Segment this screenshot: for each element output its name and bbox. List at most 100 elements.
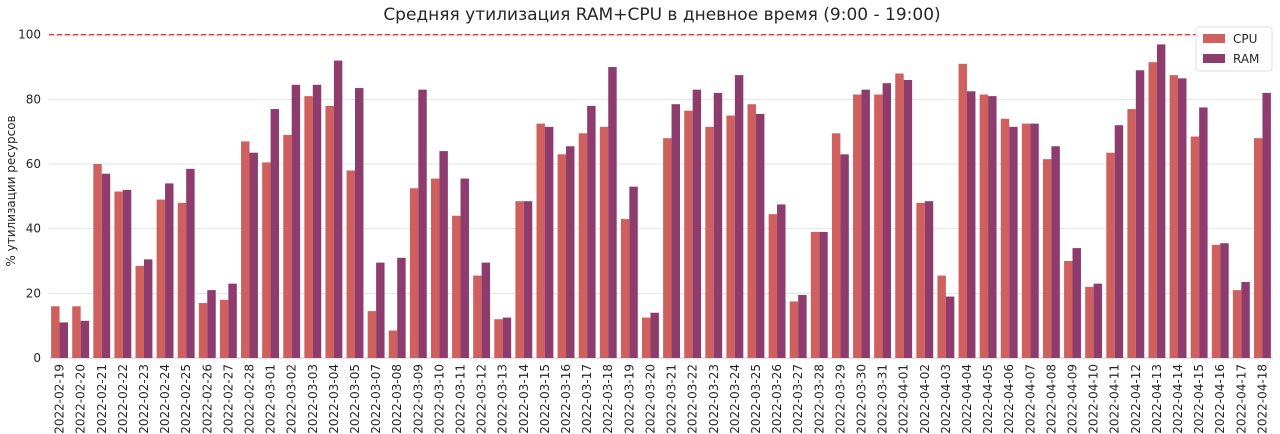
x-tick-label: 2022-02-19 [53, 364, 67, 434]
bar-ram [544, 126, 554, 358]
x-tick-label: 2022-03-30 [854, 364, 868, 434]
bar-ram [1178, 78, 1187, 358]
legend-label-cpu: CPU [1233, 32, 1257, 46]
bar-cpu [831, 133, 841, 358]
x-tick-label: 2022-03-14 [517, 364, 531, 434]
bar-cpu [346, 170, 355, 358]
bar-cpu [1021, 123, 1031, 358]
bar-ram [59, 322, 68, 358]
bar-ram [418, 89, 427, 359]
bar-cpu [1064, 261, 1073, 358]
bars [51, 44, 1271, 359]
bar-cpu [895, 73, 904, 358]
x-axis-ticks: 2022-02-19 2022-02-20 2022-02-21 2022-02-22… [53, 364, 1270, 434]
bar-cpu [853, 94, 862, 359]
bar-ram [819, 231, 828, 358]
legend: CPU RAM [1195, 26, 1273, 72]
bar-cpu [515, 201, 524, 358]
bar-cpu [768, 214, 778, 358]
bar-ram [924, 201, 934, 358]
x-tick-label: 2022-03-10 [432, 364, 446, 434]
bar-cpu [93, 164, 102, 358]
x-tick-label: 2022-03-03 [306, 364, 320, 434]
bar-cpu [578, 133, 588, 358]
x-tick-label: 2022-03-13 [496, 364, 510, 434]
bar-ram [1051, 146, 1060, 358]
bar-ram [481, 262, 491, 358]
x-tick-label: 2022-03-05 [348, 364, 362, 434]
bar-ram [692, 89, 702, 359]
bar-ram [80, 320, 90, 358]
bar-cpu [452, 215, 461, 358]
x-tick-label: 2022-03-07 [369, 364, 383, 434]
bar-ram [650, 312, 659, 358]
bar-cpu [705, 126, 714, 358]
bar-cpu [1000, 118, 1010, 358]
x-tick-label: 2022-03-25 [749, 364, 763, 434]
bar-ram [713, 92, 723, 359]
bar-cpu [620, 218, 630, 358]
bar-ram [1114, 125, 1124, 358]
bar-cpu [1085, 286, 1094, 358]
x-tick-label: 2022-03-19 [622, 364, 636, 434]
x-tick-label: 2022-03-23 [707, 364, 721, 434]
bar-cpu [241, 141, 250, 358]
x-tick-label: 2022-03-29 [833, 364, 847, 434]
bar-cpu [874, 94, 883, 359]
bar-ram [270, 109, 280, 358]
y-tick-label: 100 [18, 28, 41, 42]
bar-ram [1030, 123, 1039, 358]
bar-cpu [473, 275, 482, 358]
bar-ram [587, 105, 596, 358]
x-tick-label: 2022-04-06 [1002, 364, 1016, 434]
bar-ram [1072, 248, 1081, 358]
bar-cpu [156, 199, 166, 358]
x-tick-label: 2022-04-15 [1192, 364, 1206, 434]
x-tick-label: 2022-03-17 [580, 364, 594, 434]
bar-cpu [367, 311, 377, 358]
bar-cpu [388, 330, 398, 358]
bar-cpu [1106, 152, 1115, 358]
x-tick-label: 2022-04-09 [1066, 364, 1080, 434]
bar-cpu [916, 202, 925, 358]
bar-cpu [1127, 109, 1136, 358]
bar-cpu [430, 178, 440, 358]
bar-cpu [937, 275, 946, 358]
x-tick-label: 2022-04-05 [981, 364, 995, 434]
x-tick-label: 2022-04-11 [1108, 364, 1122, 434]
bar-ram [122, 189, 132, 358]
x-tick-label: 2022-03-27 [791, 364, 805, 434]
bar-ram [355, 88, 364, 358]
bar-cpu [494, 319, 503, 358]
x-tick-label: 2022-03-04 [327, 364, 341, 434]
x-tick-label: 2022-04-07 [1023, 364, 1037, 434]
bar-cpu [1211, 244, 1221, 358]
x-tick-label: 2022-04-12 [1129, 364, 1143, 434]
bar-ram [734, 75, 744, 359]
bar-ram [1093, 283, 1103, 358]
x-tick-label: 2022-03-21 [665, 364, 679, 434]
bar-cpu [262, 162, 271, 358]
bar-cpu [325, 105, 334, 358]
bar-cpu [1190, 136, 1200, 358]
bar-cpu [557, 154, 567, 358]
bar-cpu [789, 301, 799, 358]
bar-ram [903, 79, 913, 358]
bar-cpu [642, 317, 651, 358]
x-tick-label: 2022-03-01 [264, 364, 278, 434]
bar-ram [798, 294, 807, 358]
bar-ram [608, 67, 617, 359]
bar-cpu [177, 202, 187, 358]
x-tick-label: 2022-03-16 [559, 364, 573, 434]
x-tick-label: 2022-04-08 [1044, 364, 1058, 434]
chart-title: Средняя утилизация RAM+CPU в дневное вре… [383, 5, 940, 25]
bar-ram [882, 83, 892, 358]
legend-swatch-ram [1203, 54, 1225, 63]
x-tick-label: 2022-03-15 [538, 364, 552, 434]
bar-ram [376, 262, 385, 358]
bar-ram [629, 186, 638, 358]
bar-cpu [1232, 290, 1242, 358]
x-tick-label: 2022-02-23 [137, 364, 151, 434]
bar-ram [1241, 282, 1250, 358]
x-tick-label: 2022-02-22 [116, 364, 130, 434]
